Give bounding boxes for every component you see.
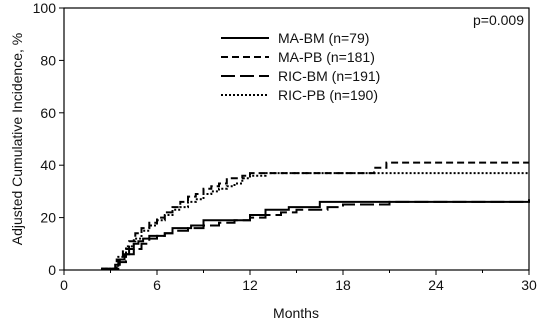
legend-label: MA-BM (n=79) [278,30,369,46]
legend-label: MA-PB (n=181) [278,49,375,65]
legend-label: RIC-BM (n=191) [278,68,380,84]
x-tick-label: 30 [521,277,537,293]
y-tick-label: 80 [40,52,56,68]
x-axis-title: Months [273,305,319,321]
y-tick-label: 0 [48,262,56,278]
y-tick-label: 40 [40,157,56,173]
series-layer [101,161,530,270]
legend-label: RIC-PB (n=190) [278,87,378,103]
y-tick-label: 100 [33,0,57,16]
x-axis: 0 6 12 18 24 30 [60,270,537,293]
series-line-ric-bm [101,199,530,270]
y-axis: 0 20 40 60 80 100 [33,0,64,278]
series-line-ric-pb [101,172,529,270]
x-tick-label: 0 [60,277,68,293]
plot-frame [63,7,530,271]
y-axis-title: Adjusted Cumulative Incidence, % [9,33,25,245]
x-tick-label: 18 [335,277,351,293]
y-tick-label: 20 [40,210,56,226]
x-tick-label: 24 [428,277,444,293]
p-value-annotation: p=0.009 [473,12,524,28]
x-tick-label: 12 [242,277,258,293]
x-tick-label: 6 [153,277,161,293]
legend: MA-BM (n=79) MA-PB (n=181) RIC-BM (n=191) R… [221,30,380,103]
y-tick-label: 60 [40,105,56,121]
